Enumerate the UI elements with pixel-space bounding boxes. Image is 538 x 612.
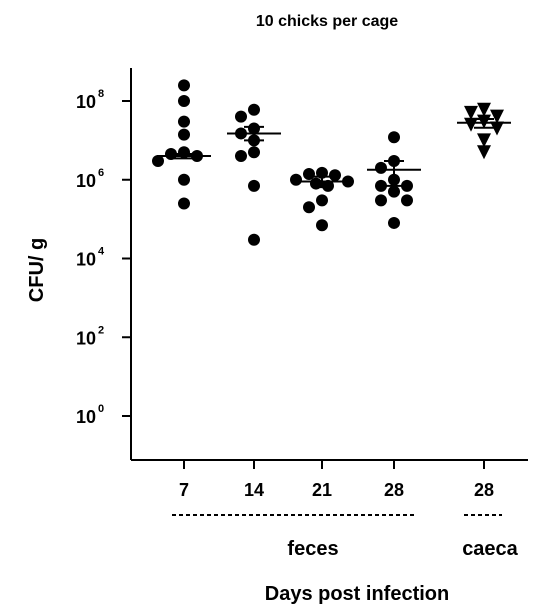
group-label: feces	[287, 538, 338, 560]
data-point	[303, 167, 315, 180]
y-tick-exponent: 0	[98, 403, 104, 415]
group-label: caeca	[462, 538, 518, 560]
data-point	[388, 131, 400, 144]
data-point	[248, 233, 260, 246]
data-point	[178, 197, 190, 210]
group-labels: feces caeca	[172, 514, 519, 560]
data-point	[235, 150, 247, 163]
y-tick-exponent: 8	[98, 88, 104, 100]
x-tick-label: 28	[384, 480, 404, 500]
data-point	[152, 154, 164, 167]
y-tick-label: 10	[76, 328, 96, 348]
data-point	[235, 110, 247, 123]
y-tick-label: 10	[76, 407, 96, 427]
data-point	[290, 173, 302, 186]
data-point	[477, 145, 491, 160]
data-point	[303, 201, 315, 214]
data-point	[178, 115, 190, 128]
y-tick-label: 10	[76, 92, 96, 112]
y-tick-exponent: 2	[98, 324, 104, 336]
data-point	[329, 169, 341, 182]
data-point	[178, 95, 190, 107]
data-point	[388, 185, 400, 198]
data-point	[464, 117, 478, 132]
x-tick-label: 28	[474, 480, 494, 500]
y-tick-label: 10	[76, 250, 96, 270]
data-point	[322, 179, 334, 192]
x-axis-label: Days post infection	[265, 583, 449, 605]
data-point	[248, 103, 260, 116]
data-point	[490, 109, 504, 124]
x-tick-label: 14	[244, 480, 264, 500]
chart-title: 10 chicks per cage	[256, 13, 398, 30]
data-point	[248, 146, 260, 159]
y-axis-label: CFU/ g	[26, 238, 48, 302]
data-point	[375, 161, 387, 174]
x-ticks: 7 14 21 28 28	[179, 460, 494, 500]
data-point	[178, 128, 190, 141]
data-point	[248, 179, 260, 192]
data-point	[490, 121, 504, 136]
data-point	[375, 194, 387, 207]
data-point	[316, 219, 328, 232]
data-point	[178, 173, 190, 186]
data-point	[477, 102, 491, 117]
data-point	[477, 133, 491, 148]
y-tick-exponent: 4	[98, 246, 105, 258]
data-point	[388, 216, 400, 229]
data-point	[401, 179, 413, 192]
data-marks	[152, 79, 511, 246]
x-tick-label: 7	[179, 480, 189, 500]
x-tick-label: 21	[312, 480, 332, 500]
data-point	[178, 79, 190, 92]
data-point	[316, 194, 328, 207]
y-tick-label: 10	[76, 171, 96, 191]
data-point	[464, 105, 478, 120]
data-point	[375, 179, 387, 192]
y-tick-exponent: 6	[98, 167, 104, 179]
data-point	[401, 194, 413, 207]
